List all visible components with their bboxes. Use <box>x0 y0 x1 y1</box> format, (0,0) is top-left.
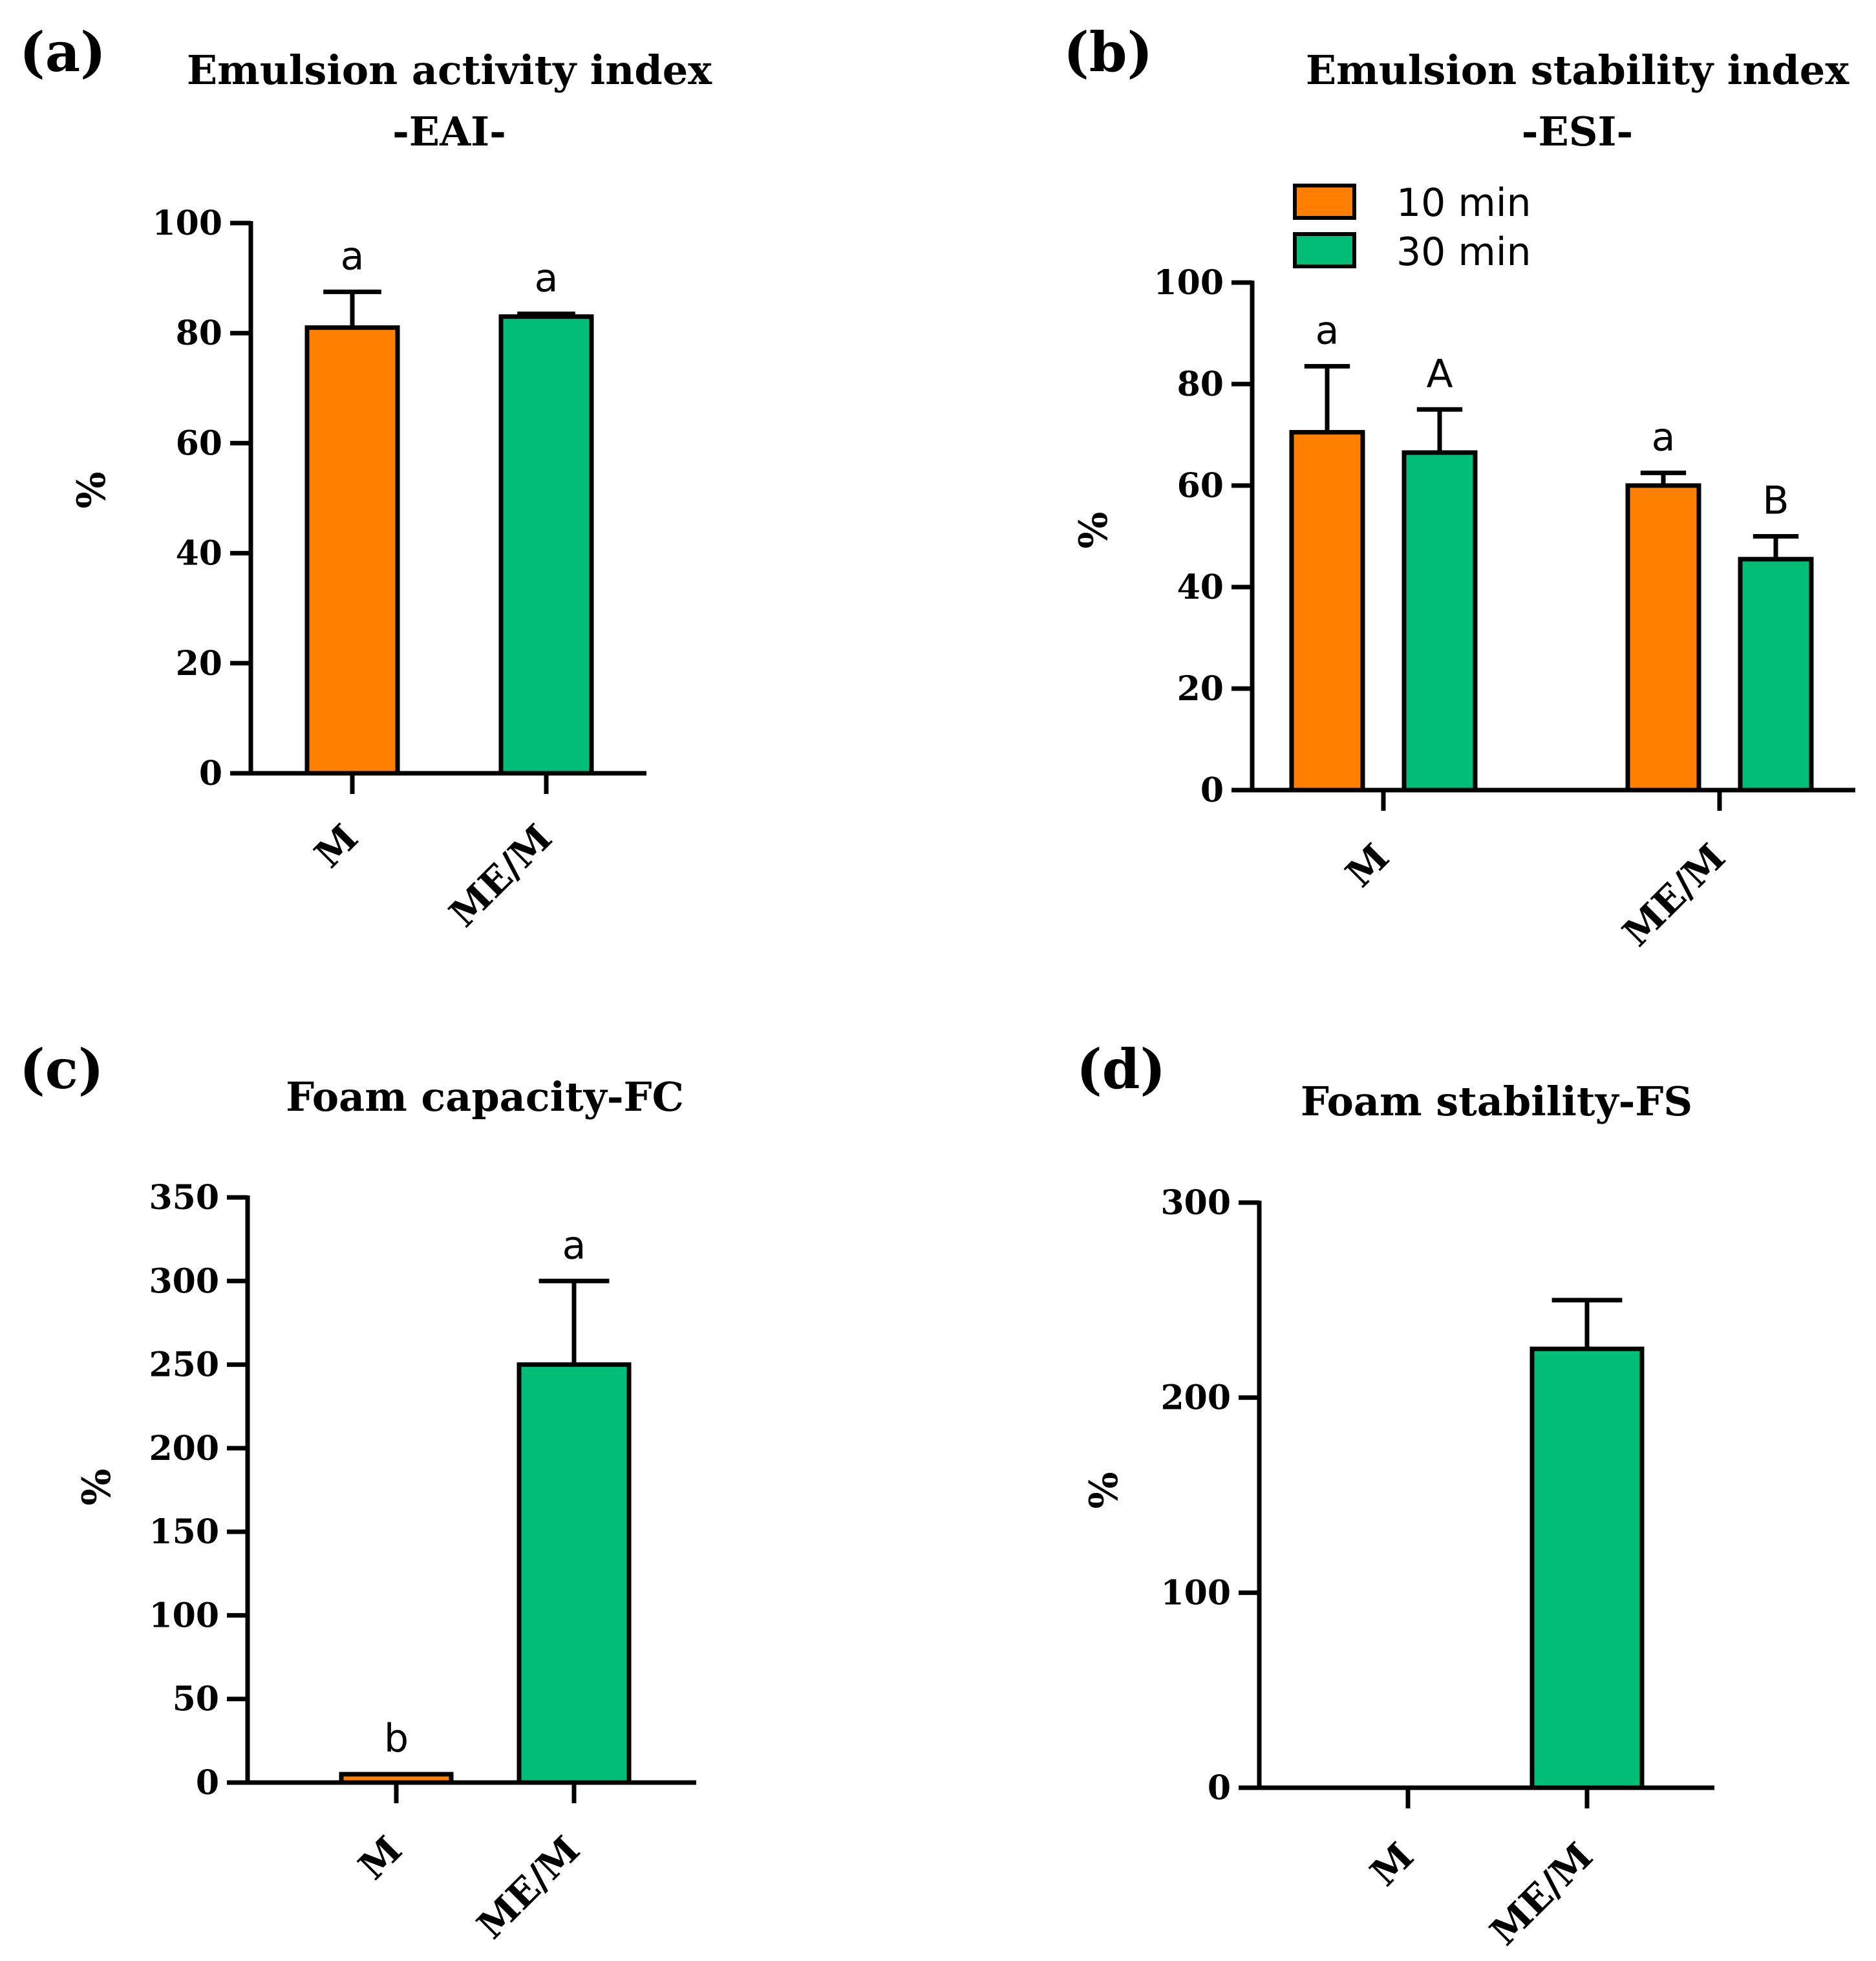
chart-title-line-2: -EAI- <box>392 108 506 155</box>
panel-label: (d) <box>1076 1037 1166 1101</box>
y-tick-label: 150 <box>149 1512 219 1552</box>
y-tick-label: 80 <box>1177 365 1224 404</box>
chart-title: Foam capacity-FC <box>286 1073 684 1120</box>
y-tick-label: 200 <box>1160 1378 1231 1418</box>
y-axis-label: % <box>69 471 114 508</box>
chart-title-line-2: -ESI- <box>1522 108 1634 155</box>
significance-letter: a <box>562 1223 586 1268</box>
panel-label: (b) <box>1063 20 1153 84</box>
significance-letter: a <box>1316 308 1339 354</box>
y-tick-label: 0 <box>196 1763 219 1803</box>
y-tick-label: 40 <box>1177 568 1224 607</box>
y-axis-label: % <box>1071 511 1116 548</box>
y-tick-label: 80 <box>176 314 222 353</box>
y-axis-label: % <box>74 1468 120 1505</box>
panel-label: (c) <box>19 1037 104 1101</box>
bar-m <box>304 325 400 776</box>
y-tick-label: 0 <box>1208 1768 1231 1808</box>
significance-letter: B <box>1762 478 1789 524</box>
y-tick-label: 0 <box>199 754 222 793</box>
panel-a: (a) Emulsion activity index -EAI- % a a 0 2… <box>19 20 712 936</box>
panel-c: (c) Foam capacity-FC % b a 0 50 100 150 200 250… <box>19 1037 696 1947</box>
significance-letter: A <box>1426 351 1453 396</box>
y-tick-label: 100 <box>149 1596 219 1635</box>
bar-me-m-10-min <box>1625 483 1701 793</box>
bar-me-m-30-min <box>1738 557 1814 793</box>
bar-me-m <box>1530 1346 1645 1790</box>
panel-label: (a) <box>19 20 106 84</box>
y-tick-label: 20 <box>1177 669 1224 709</box>
legend-label-10-min: 10 min <box>1396 180 1531 226</box>
y-tick-label: 100 <box>1160 1573 1231 1613</box>
significance-letter: b <box>384 1716 409 1761</box>
y-tick-label: 200 <box>149 1429 219 1468</box>
bar-me-m <box>517 1362 632 1785</box>
y-axis-label: % <box>1082 1472 1127 1508</box>
significance-letter: a <box>341 233 365 279</box>
legend-swatch-30-min <box>1293 232 1356 268</box>
chart-title-line-1: Emulsion activity index <box>187 47 712 94</box>
y-tick-label: 300 <box>1160 1183 1231 1223</box>
bar-m-30-min <box>1402 450 1478 793</box>
y-tick-label: 100 <box>152 204 222 243</box>
bar-me-m <box>498 314 594 776</box>
y-tick-label: 100 <box>1153 263 1224 303</box>
significance-letter: a <box>535 255 559 301</box>
y-tick-label: 250 <box>149 1345 219 1385</box>
bar-m-10-min <box>1289 430 1365 793</box>
y-tick-label: 60 <box>176 423 222 463</box>
legend-label-30-min: 30 min <box>1396 230 1531 275</box>
legend-swatch-10-min <box>1293 184 1356 220</box>
y-tick-label: 40 <box>176 534 222 573</box>
y-tick-label: 350 <box>149 1178 219 1217</box>
chart-title-line-1: Emulsion stability index <box>1306 47 1849 94</box>
y-tick-label: 0 <box>1200 771 1224 810</box>
legend: 10 min 30 min <box>1293 180 1531 275</box>
y-tick-label: 60 <box>1177 466 1224 506</box>
y-tick-label: 300 <box>149 1261 219 1301</box>
y-tick-label: 50 <box>173 1680 219 1719</box>
y-tick-label: 20 <box>176 644 222 683</box>
chart-title: Foam stability-FS <box>1301 1078 1692 1125</box>
significance-letter: a <box>1652 414 1676 460</box>
